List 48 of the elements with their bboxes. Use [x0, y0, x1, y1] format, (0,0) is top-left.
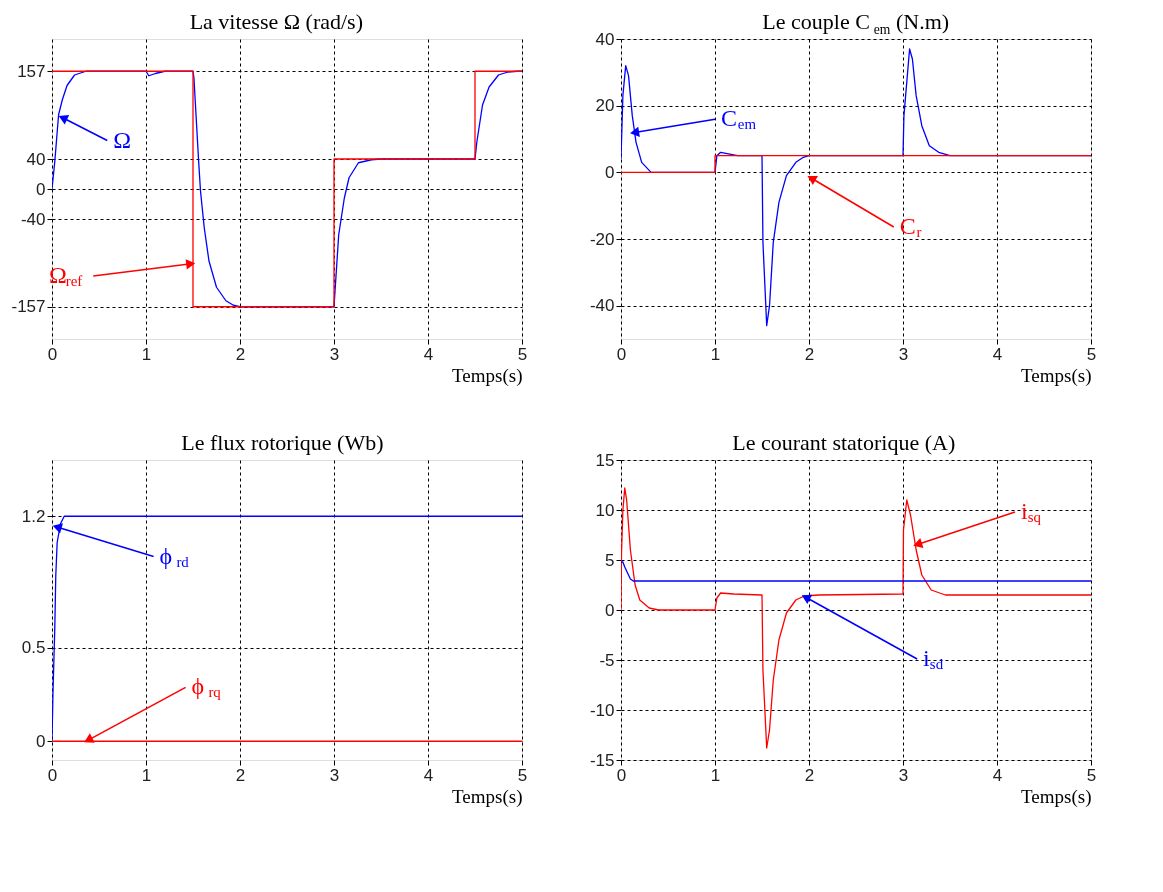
x-tick-label: 5 [517, 765, 528, 785]
x-tick-label: 1 [141, 765, 152, 785]
x-axis-title: Temps(s) [1021, 364, 1092, 387]
y-tick-label: 0 [36, 179, 46, 199]
y-tick-label: 0 [605, 600, 615, 620]
x-tick-label: 5 [1086, 344, 1097, 364]
x-tick-label: 4 [992, 765, 1003, 785]
y-tick-label: 5 [605, 550, 615, 570]
chart-title: Le flux rotorique (Wb) [181, 430, 384, 455]
x-tick-label: 5 [1086, 765, 1097, 785]
chart-title: La vitesse Ω (rad/s) [189, 9, 364, 34]
x-tick-label: 3 [898, 765, 909, 785]
x-tick-label: 4 [992, 344, 1003, 364]
y-tick-label: 40 [26, 149, 46, 169]
y-tick-label: 20 [595, 96, 615, 116]
y-tick-label: -20 [589, 229, 615, 249]
y-tick-label: 10 [595, 500, 615, 520]
y-tick-label: 0 [36, 731, 46, 751]
y-tick-label: 15 [595, 450, 615, 470]
x-tick-label: 3 [898, 344, 909, 364]
x-tick-label: 1 [710, 344, 721, 364]
x-tick-label: 2 [235, 765, 246, 785]
x-tick-label: 1 [141, 344, 152, 364]
y-tick-label: 40 [595, 29, 615, 49]
x-tick-label: 2 [804, 765, 815, 785]
y-tick-label: 157 [17, 61, 46, 81]
x-tick-label: 3 [329, 765, 340, 785]
chart-title: Le courant statorique (A) [732, 430, 956, 455]
x-axis-title: Temps(s) [1021, 785, 1092, 808]
x-tick-label: 2 [235, 344, 246, 364]
x-tick-label: 4 [423, 765, 434, 785]
y-tick-label: -40 [589, 296, 615, 316]
y-tick-label: 0.5 [21, 638, 46, 657]
y-tick-label: -157 [11, 297, 46, 317]
x-tick-label: 2 [804, 344, 815, 364]
y-tick-label: -40 [20, 209, 46, 229]
y-tick-label: -15 [589, 750, 615, 770]
y-tick-label: -10 [589, 700, 615, 720]
annotation: Ω [113, 126, 132, 153]
x-tick-label: 1 [710, 765, 721, 785]
x-axis-title: Temps(s) [452, 364, 523, 387]
y-tick-label: 0 [605, 162, 615, 182]
y-tick-label: 1.2 [21, 506, 46, 526]
x-tick-label: 3 [329, 344, 340, 364]
x-tick-label: 4 [423, 344, 434, 364]
x-axis-title: Temps(s) [452, 785, 523, 808]
y-tick-label: -5 [599, 650, 615, 670]
x-tick-label: 5 [517, 344, 528, 364]
